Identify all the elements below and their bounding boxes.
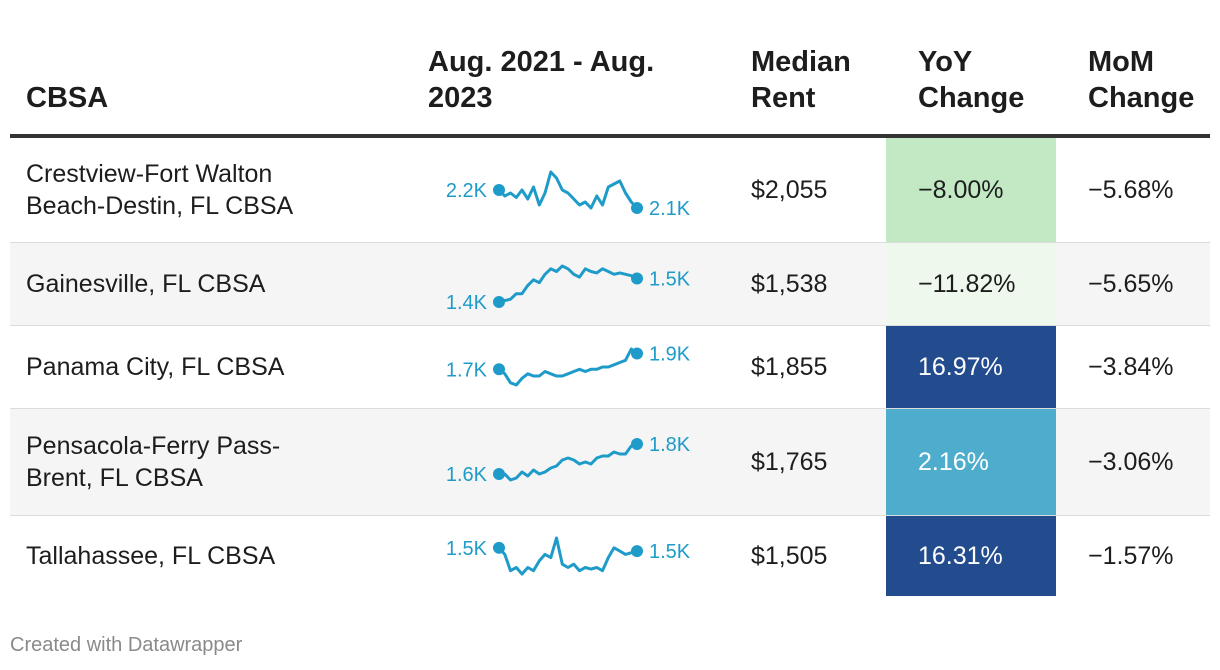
sparkline-series-line bbox=[497, 536, 638, 576]
sparkline-cell: 2.2K 2.1K bbox=[426, 138, 696, 242]
yoy-change-value: 2.16% bbox=[886, 409, 1056, 515]
cbsa-name: Pensacola-Ferry Pass- Brent, FL CBSA bbox=[26, 409, 396, 515]
yoy-change-value: −8.00% bbox=[886, 138, 1056, 242]
sparkline-start-point bbox=[493, 363, 505, 376]
column-header-median-rent: Median Rent bbox=[751, 44, 851, 116]
sparkline-cell: 1.5K 1.5K bbox=[426, 516, 696, 596]
sparkline-series-line bbox=[498, 264, 638, 304]
sparkline-start-label: 1.5K bbox=[446, 538, 488, 560]
yoy-change-value: 16.97% bbox=[886, 326, 1056, 408]
sparkline-end-point bbox=[631, 545, 643, 558]
sparkline-start-label: 2.2K bbox=[446, 180, 488, 202]
table-row: Panama City, FL CBSA 1.7K 1.9K $1,855 16.… bbox=[10, 326, 1210, 409]
sparkline: 1.7K 1.9K bbox=[446, 344, 691, 387]
footer-credit: Created with Datawrapper bbox=[10, 634, 243, 656]
sparkline-end-point bbox=[631, 272, 643, 285]
median-rent-value: $1,765 bbox=[751, 448, 828, 476]
median-rent-value: $1,505 bbox=[751, 542, 828, 570]
table-row: Gainesville, FL CBSA 1.4K 1.5K $1,538 −11… bbox=[10, 243, 1210, 326]
mom-change-value: −3.06% bbox=[1088, 448, 1174, 476]
column-header-sparkline-line2: 2023 bbox=[428, 82, 493, 114]
column-header-yoy: YoY Change bbox=[918, 44, 1024, 116]
sparkline-end-label: 1.5K bbox=[649, 541, 691, 563]
sparkline-start-label: 1.7K bbox=[446, 359, 488, 381]
sparkline-series-line bbox=[498, 347, 638, 387]
sparkline-end-point bbox=[631, 347, 643, 360]
cbsa-name-line1: Tallahassee, FL CBSA bbox=[26, 542, 276, 570]
cbsa-name-line2: Beach-Destin, FL CBSA bbox=[26, 192, 294, 220]
column-header-cbsa-text: CBSA bbox=[26, 82, 109, 114]
mom-change-value: −5.65% bbox=[1088, 270, 1174, 298]
column-header-rent-line2: Rent bbox=[751, 82, 816, 114]
sparkline-end-label: 1.9K bbox=[649, 344, 691, 366]
sparkline-start-label: 1.4K bbox=[446, 292, 488, 314]
column-header-cbsa: CBSA bbox=[26, 80, 108, 116]
sparkline-end-point bbox=[631, 438, 643, 450]
sparkline-start-point bbox=[493, 468, 505, 480]
sparkline-cell: 1.4K 1.5K bbox=[426, 243, 696, 325]
sparkline-start-point bbox=[493, 296, 505, 308]
sparkline: 1.5K 1.5K bbox=[446, 536, 691, 576]
sparkline-cell: 1.6K 1.8K bbox=[426, 409, 696, 515]
table-row: Pensacola-Ferry Pass- Brent, FL CBSA 1.6… bbox=[10, 409, 1210, 516]
column-header-mom-line2: Change bbox=[1088, 82, 1195, 114]
cbsa-name: Tallahassee, FL CBSA bbox=[26, 516, 396, 596]
sparkline-end-label: 2.1K bbox=[649, 198, 691, 220]
cbsa-name: Panama City, FL CBSA bbox=[26, 326, 396, 408]
column-header-mom: MoM Change bbox=[1088, 44, 1194, 116]
sparkline-end-label: 1.5K bbox=[649, 268, 691, 290]
table-row: Crestview-Fort Walton Beach-Destin, FL C… bbox=[10, 138, 1210, 243]
column-header-yoy-line2: Change bbox=[918, 82, 1025, 114]
sparkline: 1.4K 1.5K bbox=[446, 264, 691, 314]
sparkline-end-point bbox=[631, 202, 643, 214]
sparkline: 1.6K 1.8K bbox=[446, 434, 691, 486]
data-table: CBSA Aug. 2021 - Aug. 2023 Median Rent Y… bbox=[10, 0, 1210, 596]
column-header-sparkline-line1: Aug. 2021 - Aug. bbox=[428, 46, 655, 78]
column-header-sparkline: Aug. 2021 - Aug. 2023 bbox=[428, 44, 654, 116]
yoy-change-value: −11.82% bbox=[886, 243, 1056, 325]
cbsa-name-line1: Crestview-Fort Walton bbox=[26, 160, 273, 188]
column-header-rent-line1: Median bbox=[751, 46, 851, 78]
mom-change-value: −1.57% bbox=[1088, 542, 1174, 570]
sparkline-series-line bbox=[497, 170, 639, 210]
median-rent-value: $2,055 bbox=[751, 176, 828, 204]
column-header-yoy-line1: YoY bbox=[918, 46, 973, 78]
cbsa-name: Crestview-Fort Walton Beach-Destin, FL C… bbox=[26, 138, 396, 242]
column-header-mom-line1: MoM bbox=[1088, 46, 1155, 78]
sparkline-series-line bbox=[499, 442, 638, 482]
cbsa-name-line2: Brent, FL CBSA bbox=[26, 464, 203, 492]
sparkline-end-label: 1.8K bbox=[649, 434, 691, 456]
cbsa-name-line1: Pensacola-Ferry Pass- bbox=[26, 432, 281, 460]
mom-change-value: −3.84% bbox=[1088, 353, 1174, 381]
median-rent-value: $1,538 bbox=[751, 270, 828, 298]
cbsa-name-line1: Panama City, FL CBSA bbox=[26, 353, 285, 381]
sparkline: 2.2K 2.1K bbox=[446, 170, 691, 220]
yoy-change-value: 16.31% bbox=[886, 516, 1056, 596]
cbsa-name: Gainesville, FL CBSA bbox=[26, 243, 396, 325]
median-rent-value: $1,855 bbox=[751, 353, 828, 381]
sparkline-cell: 1.7K 1.9K bbox=[426, 326, 696, 408]
sparkline-start-label: 1.6K bbox=[446, 464, 488, 486]
sparkline-start-point bbox=[493, 541, 505, 554]
table-header: CBSA Aug. 2021 - Aug. 2023 Median Rent Y… bbox=[10, 0, 1210, 138]
mom-change-value: −5.68% bbox=[1088, 176, 1174, 204]
table-row: Tallahassee, FL CBSA 1.5K 1.5K $1,505 16.… bbox=[10, 516, 1210, 596]
sparkline-start-point bbox=[493, 184, 505, 196]
cbsa-name-line1: Gainesville, FL CBSA bbox=[26, 270, 266, 298]
